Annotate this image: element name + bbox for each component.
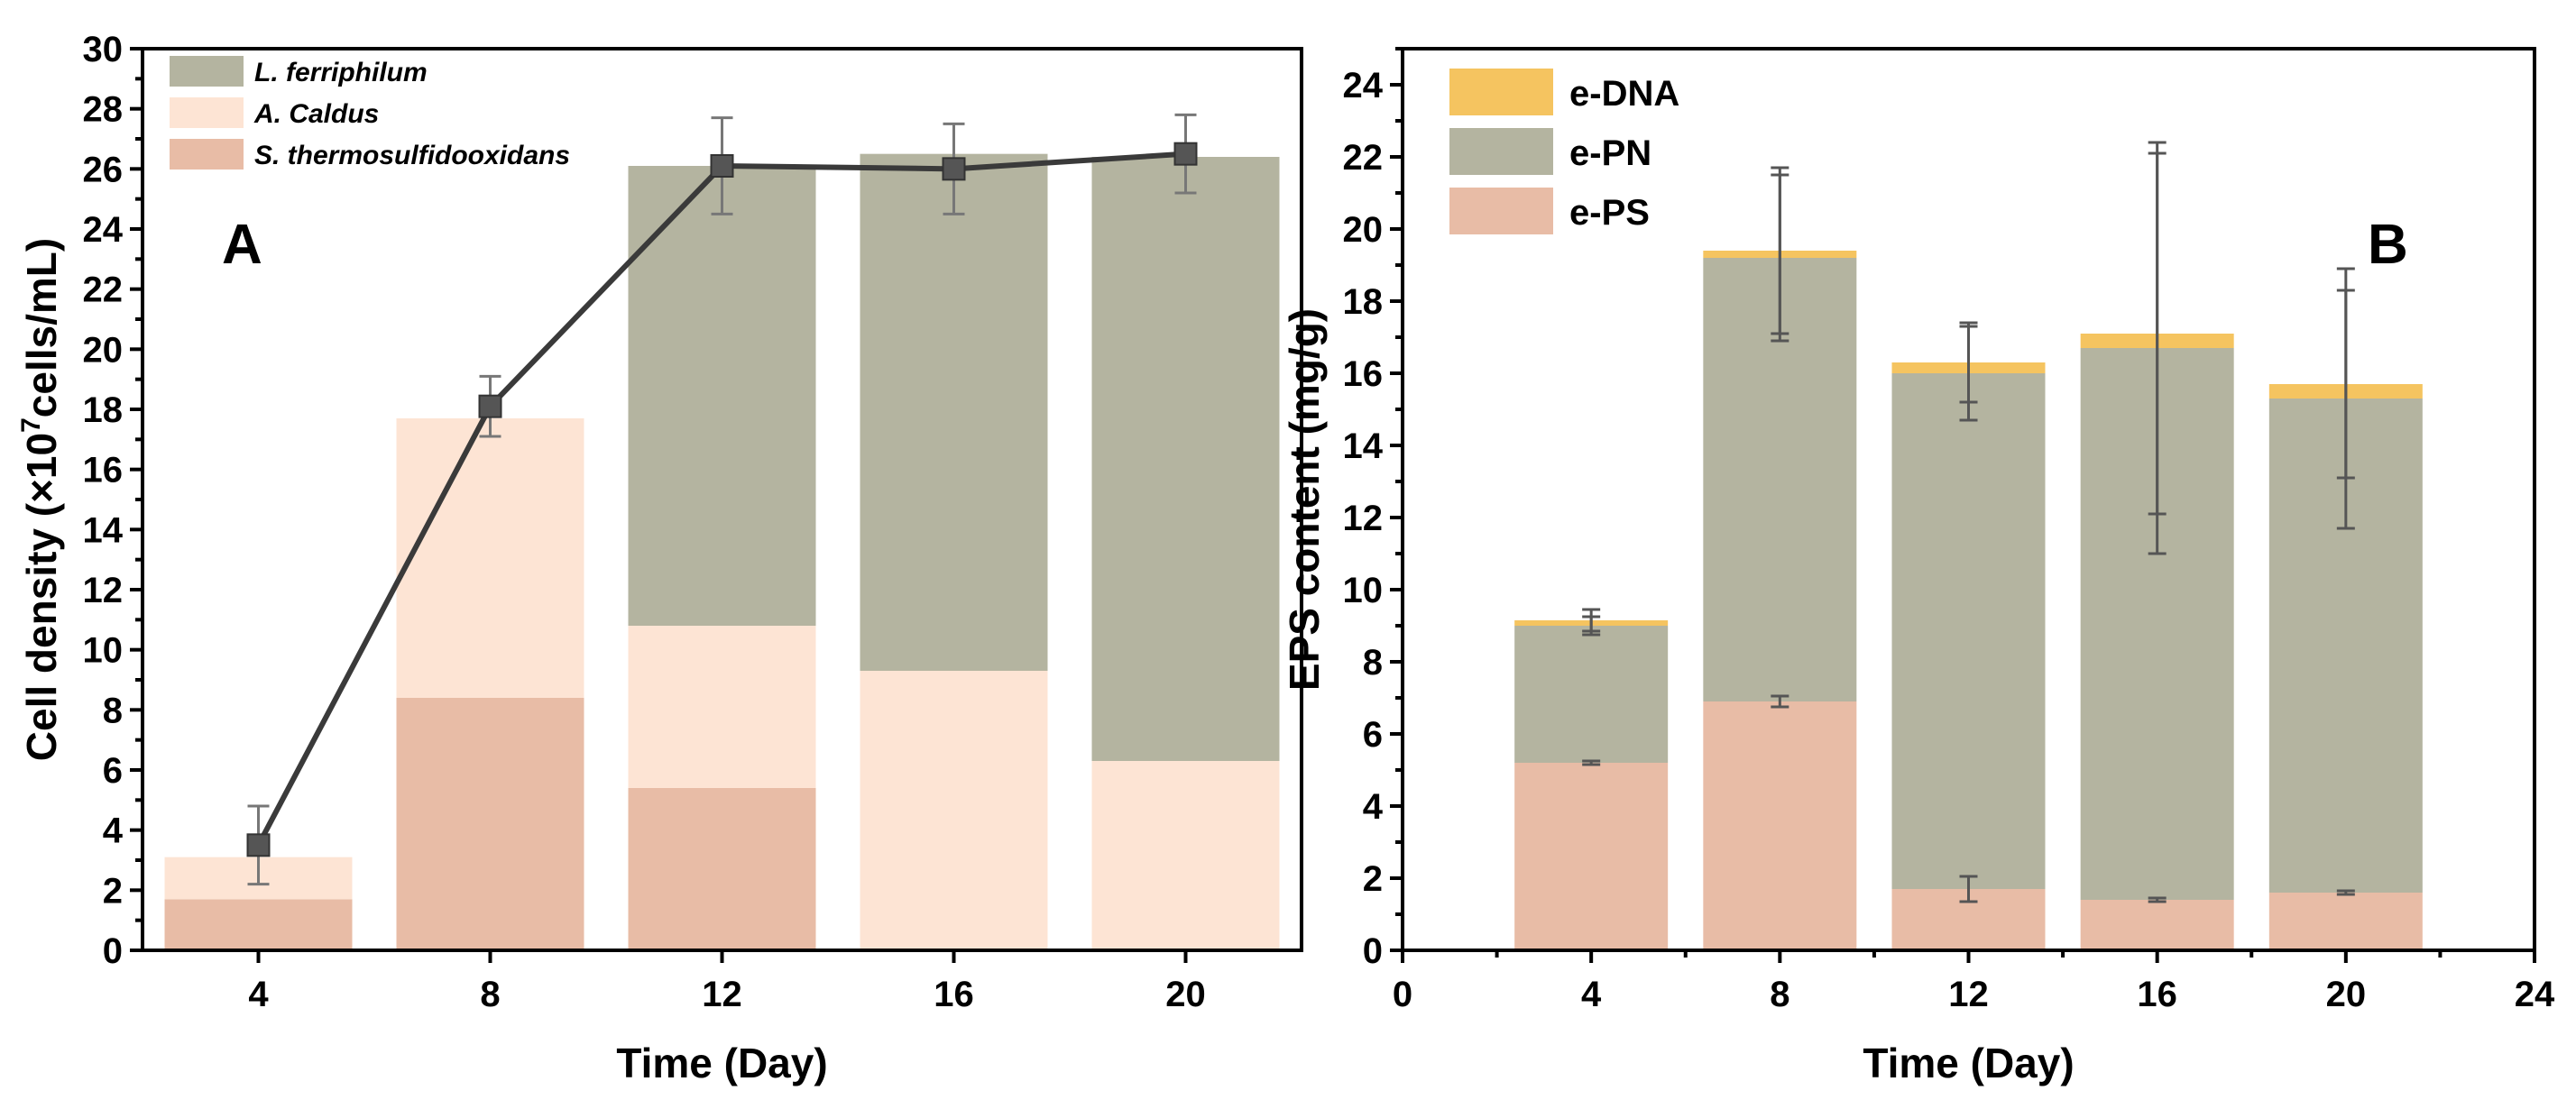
y-tick-label: 28 xyxy=(83,90,124,130)
y-tick-label: 6 xyxy=(103,751,123,791)
y-tick-label: 8 xyxy=(103,691,123,730)
y-tick-label: 12 xyxy=(1343,499,1384,538)
legend-swatch-0 xyxy=(170,56,244,87)
bar-0-2 xyxy=(628,788,816,950)
x-tick-label: 20 xyxy=(1165,975,1206,1014)
legend-swatch-1 xyxy=(170,97,244,128)
bar-1-0 xyxy=(1514,626,1669,763)
legend-swatch-1 xyxy=(1449,128,1553,175)
y-tick-label: 14 xyxy=(1343,426,1384,466)
y-tick-label: 18 xyxy=(83,390,124,430)
y-tick-label: 30 xyxy=(83,30,124,69)
bar-0-0 xyxy=(1514,763,1669,950)
y-axis-title: Cell density (×107cells/mL) xyxy=(16,238,65,761)
panel-label: A xyxy=(222,214,262,276)
bar-0-1 xyxy=(396,698,584,950)
bar-1-4 xyxy=(1091,761,1280,950)
y-tick-label: 24 xyxy=(83,210,124,250)
y-tick-label: 0 xyxy=(1363,931,1383,971)
x-tick-label: 20 xyxy=(2326,975,2367,1014)
y-tick-label: 4 xyxy=(1363,787,1384,827)
legend-label: S. thermosulfidooxidans xyxy=(254,141,570,170)
x-tick-label: 8 xyxy=(1770,975,1789,1014)
y-tick-label: 8 xyxy=(1363,643,1383,683)
legend-label: A. Caldus xyxy=(253,99,379,129)
bar-2-4 xyxy=(1091,157,1280,761)
line-marker-0 xyxy=(246,833,271,857)
line-marker-1 xyxy=(478,394,502,418)
bar-1-2 xyxy=(628,626,816,788)
bar-0-3 xyxy=(2080,900,2234,950)
x-tick-label: 12 xyxy=(1948,975,1989,1014)
bar-0-4 xyxy=(2268,893,2423,950)
y-tick-label: 12 xyxy=(83,571,124,610)
line-marker-4 xyxy=(1173,142,1198,166)
x-tick-label: 4 xyxy=(248,975,269,1014)
x-tick-label: 24 xyxy=(2515,975,2555,1014)
x-tick-label: 4 xyxy=(1581,975,1602,1014)
y-tick-label: 14 xyxy=(83,510,124,550)
y-axis-title-sup: 7 xyxy=(16,417,46,433)
bar-1-1 xyxy=(396,418,584,698)
x-tick-label: 12 xyxy=(702,975,742,1014)
y-tick-label: 2 xyxy=(1363,859,1383,899)
x-tick-label: 0 xyxy=(1393,975,1412,1014)
x-tick-label: 16 xyxy=(2137,975,2177,1014)
x-tick-label: 16 xyxy=(934,975,974,1014)
legend-swatch-2 xyxy=(1449,188,1553,234)
y-tick-label: 18 xyxy=(1343,282,1384,322)
panel-label: B xyxy=(2368,214,2408,276)
y-tick-label: 0 xyxy=(103,931,123,971)
y-tick-label: 10 xyxy=(83,631,124,671)
x-tick-label: 8 xyxy=(480,975,500,1014)
y-tick-label: 16 xyxy=(1343,354,1384,394)
bar-0-0 xyxy=(164,899,353,950)
y-tick-label: 22 xyxy=(83,270,124,310)
y-tick-label: 4 xyxy=(103,811,124,851)
bar-2-3 xyxy=(860,153,1048,671)
legend-swatch-0 xyxy=(1449,69,1553,115)
bar-1-2 xyxy=(1891,373,2046,889)
legend-swatch-2 xyxy=(170,139,244,170)
line-marker-3 xyxy=(942,157,966,181)
y-tick-label: 22 xyxy=(1343,138,1384,178)
legend-label: e-PN xyxy=(1569,133,1651,173)
y-tick-label: 20 xyxy=(83,330,124,370)
y-tick-label: 16 xyxy=(83,451,124,490)
legend-label: L. ferriphilum xyxy=(254,58,428,87)
legend-label: e-PS xyxy=(1569,193,1650,233)
y-axis-title: EPS content (mg/g) xyxy=(1281,308,1328,691)
line-marker-2 xyxy=(710,154,734,178)
y-tick-label: 26 xyxy=(83,150,124,189)
y-tick-label: 6 xyxy=(1363,715,1383,755)
bar-1-3 xyxy=(860,671,1048,950)
bar-0-1 xyxy=(1703,701,1857,950)
x-axis-title: Time (Day) xyxy=(616,1040,827,1086)
y-tick-label: 20 xyxy=(1343,210,1384,250)
y-axis-title-rest: cells/mL) xyxy=(18,238,65,417)
legend-label: e-DNA xyxy=(1569,74,1679,114)
x-axis-title: Time (Day) xyxy=(1863,1040,2074,1086)
bar-2-2 xyxy=(628,166,816,626)
y-tick-label: 24 xyxy=(1343,66,1384,105)
y-tick-label: 10 xyxy=(1343,571,1384,610)
y-axis-title-main: Cell density (×10 xyxy=(18,433,65,761)
y-tick-label: 2 xyxy=(103,871,123,911)
